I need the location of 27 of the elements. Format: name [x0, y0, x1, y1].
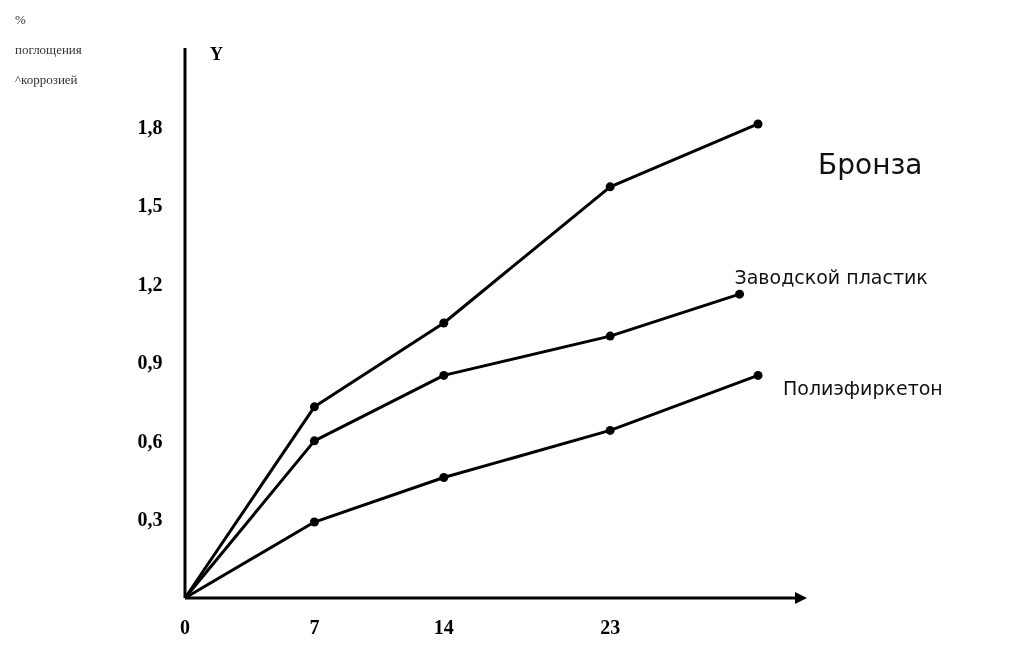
series-label: Полиэфиркетон — [783, 377, 943, 400]
y-tick-label: 1,8 — [137, 115, 163, 138]
point — [735, 289, 745, 299]
y-tick-label: 0,3 — [137, 508, 163, 531]
point — [439, 318, 449, 328]
point — [309, 436, 319, 446]
x-tick-label: 7 — [309, 616, 320, 638]
point — [753, 119, 763, 129]
point — [309, 517, 319, 527]
point — [753, 370, 763, 380]
y-tick-label: 0,9 — [137, 351, 163, 374]
point — [605, 182, 615, 192]
point — [439, 473, 449, 483]
point — [439, 370, 449, 380]
x-tick-label: 0 — [180, 616, 190, 638]
x-tick-label: 14 — [433, 616, 454, 638]
x-tick-label: 23 — [600, 616, 621, 638]
series-label: Заводской пластик — [734, 266, 928, 289]
point — [309, 402, 319, 412]
y-tick-label: 1,5 — [137, 194, 163, 217]
y-tick-label: 0,6 — [137, 429, 163, 452]
y-axis-title: % поглощения ^коррозией — [15, 12, 82, 87]
y-tick-label: 1,2 — [137, 272, 163, 295]
text: Бронза — [818, 147, 923, 181]
annotation: Y — [210, 44, 223, 64]
point — [605, 331, 615, 341]
point — [605, 425, 615, 435]
